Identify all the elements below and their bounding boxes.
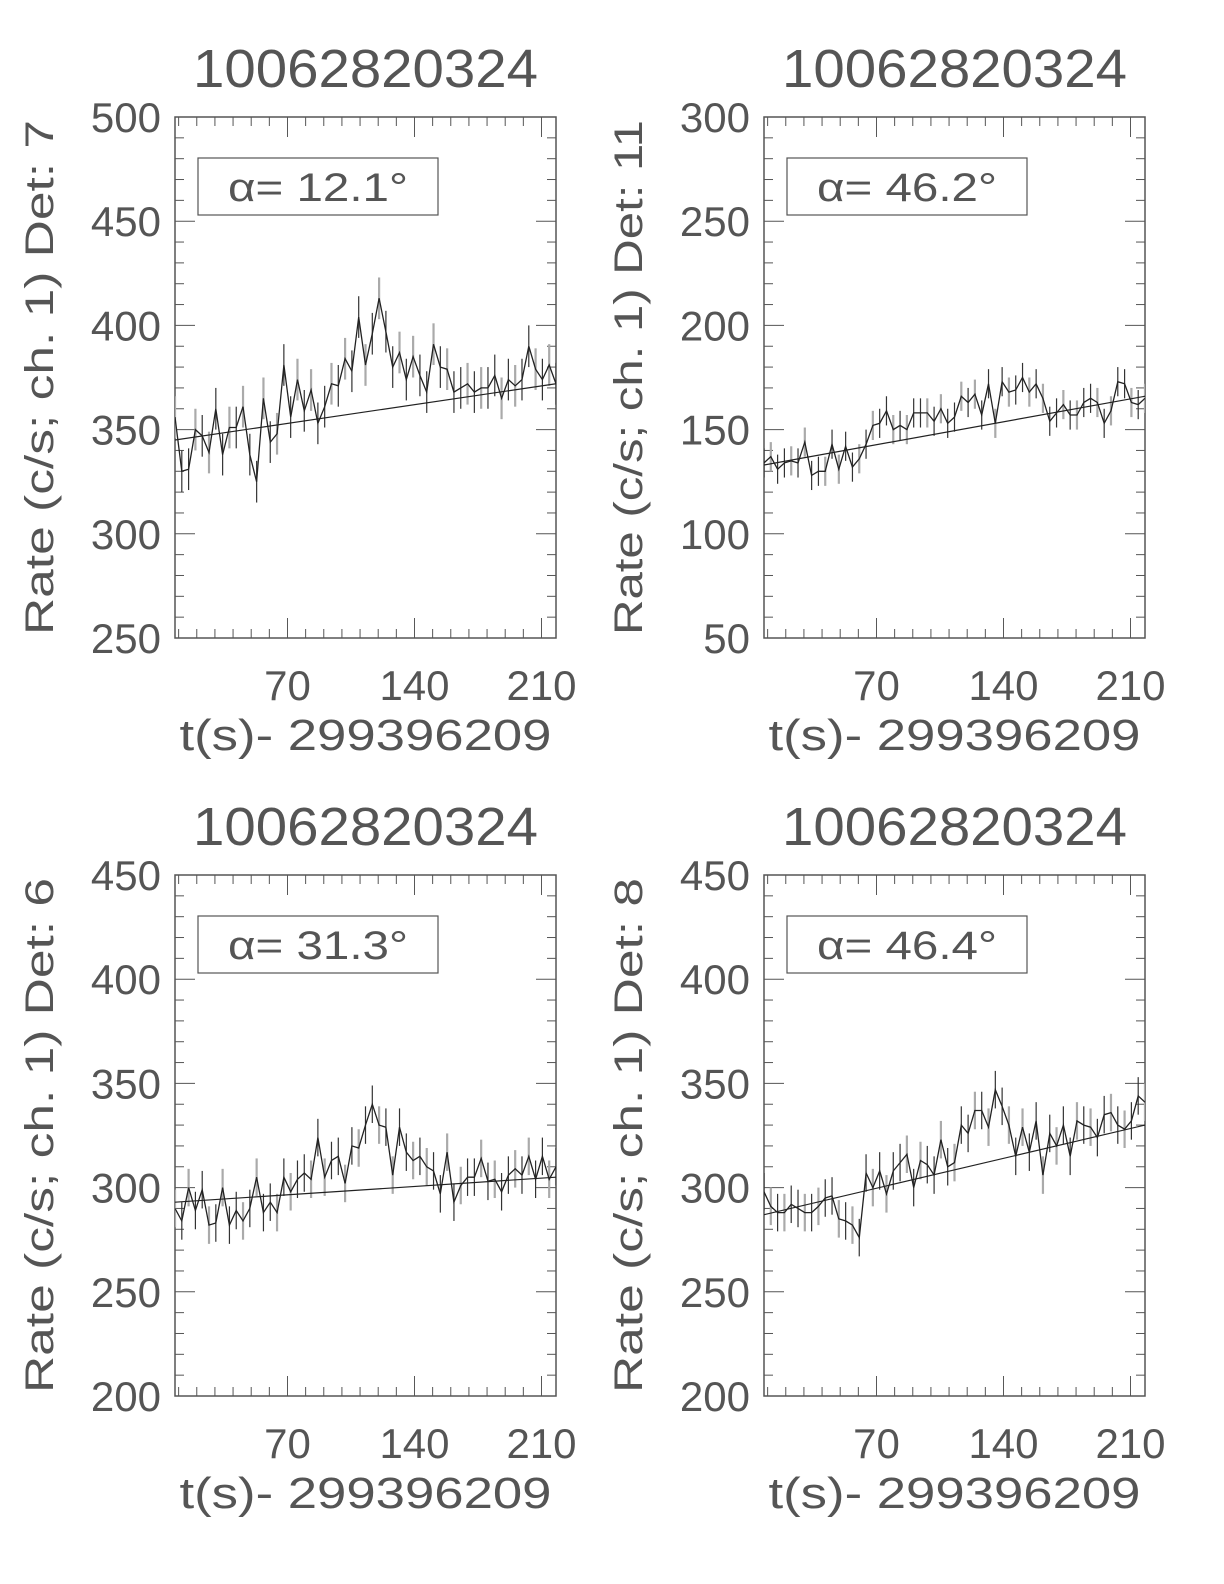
panel-4: 10062820324 200 250 300 350 400 450 70 140 210t(s…: [607, 797, 1166, 1518]
x-tick-label: 140: [379, 662, 449, 709]
fit-line: [764, 395, 1145, 466]
data-series: [175, 277, 556, 503]
y-axis-label: Rate (c/s; ch. 1) Det: 11: [607, 120, 651, 635]
annotation-box: [786, 157, 1028, 216]
annotation-box: [197, 157, 439, 216]
annotation-text: α= 46.2°: [817, 166, 997, 210]
x-tick-label: 70: [264, 662, 311, 709]
x-tick-label: 210: [1095, 1420, 1165, 1467]
y-tick-label: 50: [703, 615, 750, 662]
plot-frame: [763, 874, 1146, 1397]
y-tick-label: 400: [91, 302, 161, 349]
y-tick-label: 350: [680, 1060, 750, 1107]
x-tick-label: 70: [853, 662, 900, 709]
y-tick-label: 250: [680, 1269, 750, 1316]
chart-title: 10062820324: [782, 797, 1127, 857]
y-tick-label: 150: [680, 407, 750, 454]
rate-curve: [175, 298, 556, 482]
x-axis-label: t(s)- 299396209: [180, 1469, 552, 1518]
annotation-text: α= 31.3°: [228, 924, 408, 968]
fit-line: [175, 1176, 556, 1203]
y-tick-label: 350: [91, 1060, 161, 1107]
x-axis-label: t(s)- 299396209: [769, 711, 1141, 760]
x-tick-label: 70: [264, 1420, 311, 1467]
y-axis-label: Rate (c/s; ch. 1) Det: 7: [18, 120, 62, 635]
y-tick-label: 300: [91, 1165, 161, 1212]
y-tick-label: 500: [91, 94, 161, 141]
x-tick-label: 140: [968, 662, 1038, 709]
y-tick-label: 300: [680, 94, 750, 141]
chart-title: 10062820324: [782, 39, 1127, 99]
y-tick-label: 200: [680, 1373, 750, 1420]
x-tick-label: 210: [1095, 662, 1165, 709]
annotation-text: α= 12.1°: [228, 166, 408, 210]
chart-title: 10062820324: [193, 39, 538, 99]
y-tick-label: 450: [680, 852, 750, 899]
data-series: [764, 1070, 1145, 1257]
x-tick-label: 140: [379, 1420, 449, 1467]
y-tick-label: 400: [680, 956, 750, 1003]
y-tick-label: 450: [91, 852, 161, 899]
y-tick-label: 200: [91, 1373, 161, 1420]
annotation-box: [786, 915, 1028, 974]
chart-title: 10062820324: [193, 797, 538, 857]
y-tick-label: 250: [91, 1269, 161, 1316]
rate-curve: [764, 376, 1145, 477]
fit-line: [175, 383, 556, 441]
panel-2: 10062820324 50 100 150 200 250 300 70 140 210t(s)…: [607, 39, 1166, 760]
y-axis-label: Rate (c/s; ch. 1) Det: 8: [607, 878, 651, 1393]
y-tick-label: 450: [91, 198, 161, 245]
y-tick-label: 300: [680, 1165, 750, 1212]
y-tick-label: 250: [680, 198, 750, 245]
plot-frame: [174, 874, 557, 1397]
x-tick-label: 140: [968, 1420, 1038, 1467]
data-series: [175, 1085, 556, 1244]
annotation-box: [197, 915, 439, 974]
annotation-text: α= 46.4°: [817, 924, 997, 968]
fit-line: [764, 1124, 1145, 1216]
x-tick-label: 70: [853, 1420, 900, 1467]
y-axis-label: Rate (c/s; ch. 1) Det: 6: [18, 878, 62, 1393]
x-tick-label: 210: [506, 662, 576, 709]
y-tick-label: 100: [680, 511, 750, 558]
plot-frame: [763, 116, 1146, 639]
y-tick-label: 350: [91, 407, 161, 454]
y-tick-label: 400: [91, 956, 161, 1003]
rate-curve: [175, 1102, 556, 1228]
panel-3: 10062820324 200 250 300 350 400 450 70 140 210t(s…: [18, 797, 577, 1518]
panel-1: 10062820324 250 300 350 400 450 500 70 140 210t(s…: [18, 39, 577, 760]
y-tick-label: 250: [91, 615, 161, 662]
x-tick-label: 210: [506, 1420, 576, 1467]
y-tick-label: 300: [91, 511, 161, 558]
x-axis-label: t(s)- 299396209: [769, 1469, 1141, 1518]
data-series: [764, 362, 1145, 491]
x-axis-label: t(s)- 299396209: [180, 711, 552, 760]
y-tick-label: 200: [680, 302, 750, 349]
rate-curve: [764, 1087, 1145, 1240]
